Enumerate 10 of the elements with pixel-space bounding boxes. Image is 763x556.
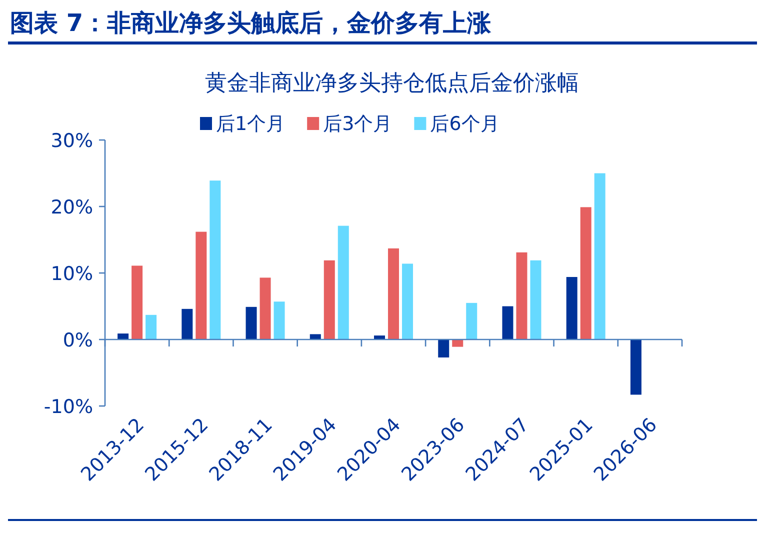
chart-subtitle: 黄金非商业净多头持仓低点后金价涨幅 [205,71,579,96]
y-tick-label: 10% [50,263,93,285]
legend-label: 后3个月 [323,113,392,135]
legend-label: 后1个月 [216,113,286,135]
chart-title: 图表 7：非商业净多头触底后，金价多有上涨 [10,9,492,37]
y-tick-label: 20% [50,196,93,218]
y-tick-label: 30% [50,130,93,152]
legend-label: 后6个月 [430,113,500,135]
y-tick-label: 0% [62,330,93,352]
y-tick-label: -10% [44,396,93,418]
